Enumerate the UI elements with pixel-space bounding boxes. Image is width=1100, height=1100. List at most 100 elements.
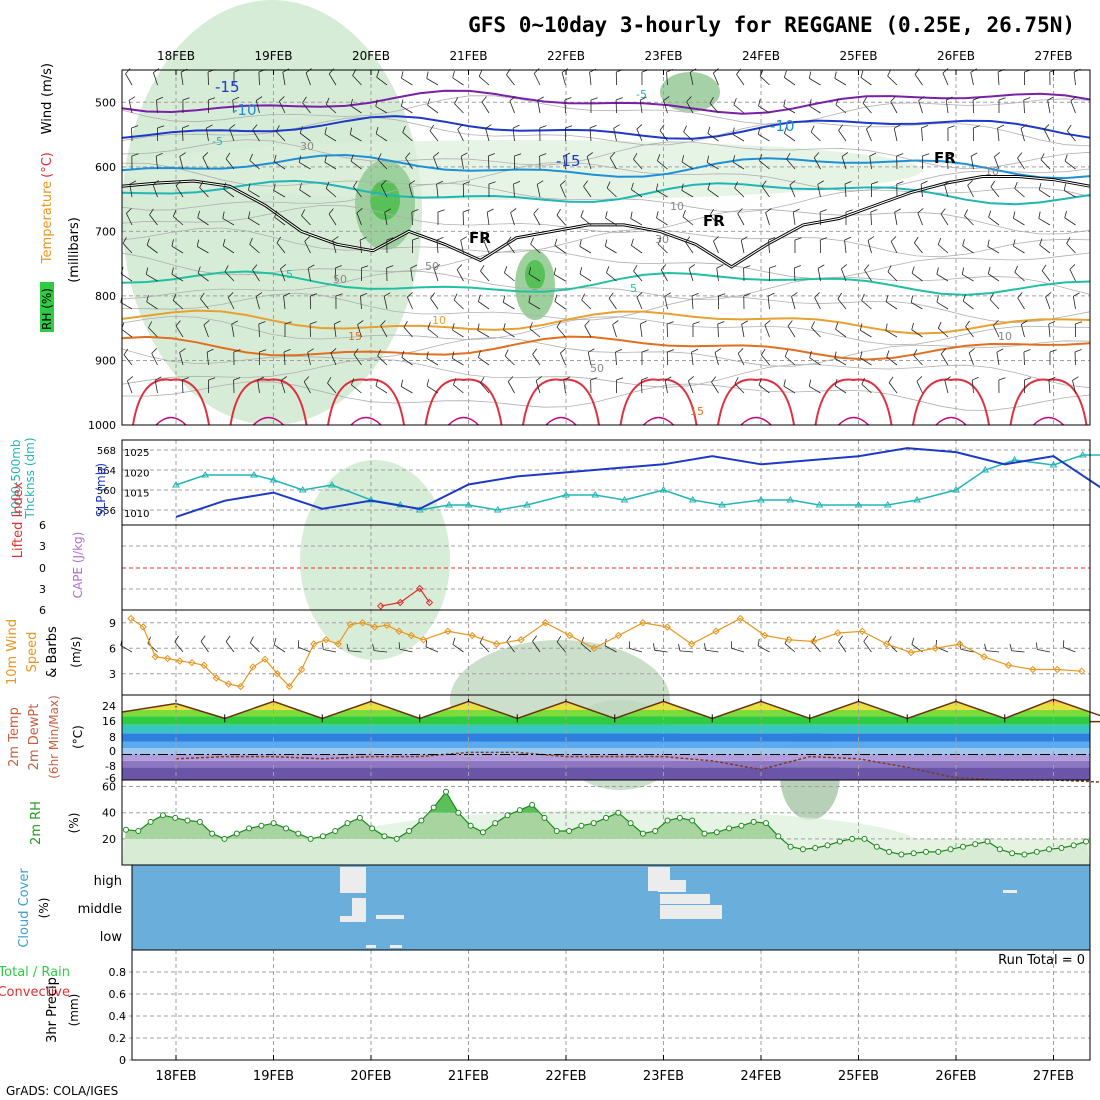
wind-barb-flag <box>252 264 258 271</box>
wind-barb-flag <box>811 321 816 328</box>
wind-barb-flag <box>1045 292 1052 298</box>
contour-label: 5 <box>286 268 293 281</box>
wind-barb-flag <box>869 152 877 157</box>
wind-barb-flag <box>734 181 739 189</box>
wind-barb <box>758 105 770 114</box>
wind-barb <box>125 213 133 226</box>
wind-barb <box>179 352 184 366</box>
date-label-bottom: 20FEB <box>350 1069 391 1084</box>
wind-barb-flag <box>837 292 843 300</box>
wind-barb-flag <box>488 153 495 157</box>
temp-contour-warm <box>642 416 675 426</box>
rh-marker <box>787 843 794 850</box>
wind-barb <box>1045 296 1051 310</box>
wind-barb <box>427 104 439 114</box>
wind-speed-marker <box>127 614 135 623</box>
wind-barb-flag <box>182 377 189 381</box>
wind-barb <box>680 650 694 653</box>
wind-barb-flag <box>398 642 401 650</box>
wind-barb-flag <box>913 349 918 356</box>
wind-barb-flag <box>1064 210 1067 218</box>
wind-speed-marker <box>236 682 245 691</box>
wind-barb <box>323 649 337 653</box>
wind-barb <box>911 272 923 282</box>
credit-label: GrADS: COLA/IGES <box>6 1084 118 1098</box>
wind-barb <box>171 273 184 282</box>
wind-barb <box>356 212 362 226</box>
wind-barb-flag <box>273 637 277 645</box>
wind-barb <box>433 268 439 282</box>
rh-marker <box>172 814 179 821</box>
wind-barb-flag <box>768 236 776 241</box>
ytick-label: 24 <box>102 700 116 713</box>
wind-barb-flag <box>377 153 382 160</box>
wind-barb-flag <box>794 265 801 269</box>
wind-barb-flag <box>757 638 760 646</box>
wind-barb-flag <box>232 96 240 101</box>
wind-barb <box>205 128 209 142</box>
wind-barb-flag <box>454 97 459 104</box>
wind-barb-flag <box>182 125 190 129</box>
wind-barb <box>512 128 515 142</box>
temp-contour <box>121 179 1091 206</box>
wind-barb <box>946 155 949 170</box>
wind-barb <box>731 647 745 653</box>
rh-marker <box>1009 850 1016 857</box>
wind-barb-flag <box>709 96 714 104</box>
ytick-label: 700 <box>95 225 116 238</box>
wind-barb-flag <box>353 180 358 188</box>
thickness-marker <box>757 496 765 503</box>
wind-barb <box>837 298 847 310</box>
thickness-marker <box>172 481 180 488</box>
wind-barb-flag <box>921 124 929 129</box>
wind-barb <box>606 187 617 198</box>
wind-barb <box>197 246 209 254</box>
wind-barb-flag <box>202 152 209 158</box>
wind-barb-flag <box>1066 237 1071 244</box>
wind-barb <box>717 323 719 338</box>
ytick-label: 600 <box>95 161 116 174</box>
wind-barb <box>154 380 158 394</box>
contour-label: 30 <box>655 233 669 246</box>
temp-band <box>122 724 1090 734</box>
wind-barb-flag <box>870 209 878 213</box>
wind-speed-marker <box>322 636 330 644</box>
wind-barb <box>480 382 490 394</box>
wind-barb <box>206 352 209 366</box>
wind-barb-flag <box>128 96 136 101</box>
wind-barb-flag <box>707 126 711 134</box>
temp-contour-warm <box>229 378 308 426</box>
wind-barb-flag <box>609 152 616 158</box>
wind-barb-flag <box>887 265 892 272</box>
temp-contour-warm <box>912 378 990 426</box>
wind-barb-flag <box>510 208 517 213</box>
thickness-marker <box>854 501 863 508</box>
wind-barb <box>861 300 872 310</box>
wind-barb-flag <box>655 183 659 191</box>
temp-contour <box>121 115 1091 140</box>
rh-marker <box>701 830 708 837</box>
rh-marker <box>135 828 142 834</box>
wind-barb-flag <box>539 153 547 157</box>
wind-barb <box>280 268 286 282</box>
wind-barb-flag <box>1017 292 1023 299</box>
wind-barb-flag <box>375 99 378 107</box>
wind-barb <box>427 328 439 338</box>
wind-barb <box>962 245 974 254</box>
wind-barb <box>324 133 337 142</box>
wind-barb <box>783 106 796 114</box>
rh-marker <box>775 833 782 840</box>
rh-marker <box>627 820 634 827</box>
wind-barb <box>1066 243 1076 254</box>
ytick-label: 0.8 <box>109 966 127 979</box>
wind-barb <box>561 72 566 86</box>
wind-barb-flag <box>608 292 614 299</box>
wind-barb <box>893 128 898 142</box>
thickness-marker <box>981 466 990 473</box>
wind-barb <box>384 212 388 226</box>
wind-barb <box>231 324 235 338</box>
wind-barb-flag <box>685 236 691 243</box>
rh-marker <box>418 817 425 824</box>
wind-barb-flag <box>1009 643 1012 651</box>
slp-label: SLP (mb) <box>94 463 108 517</box>
